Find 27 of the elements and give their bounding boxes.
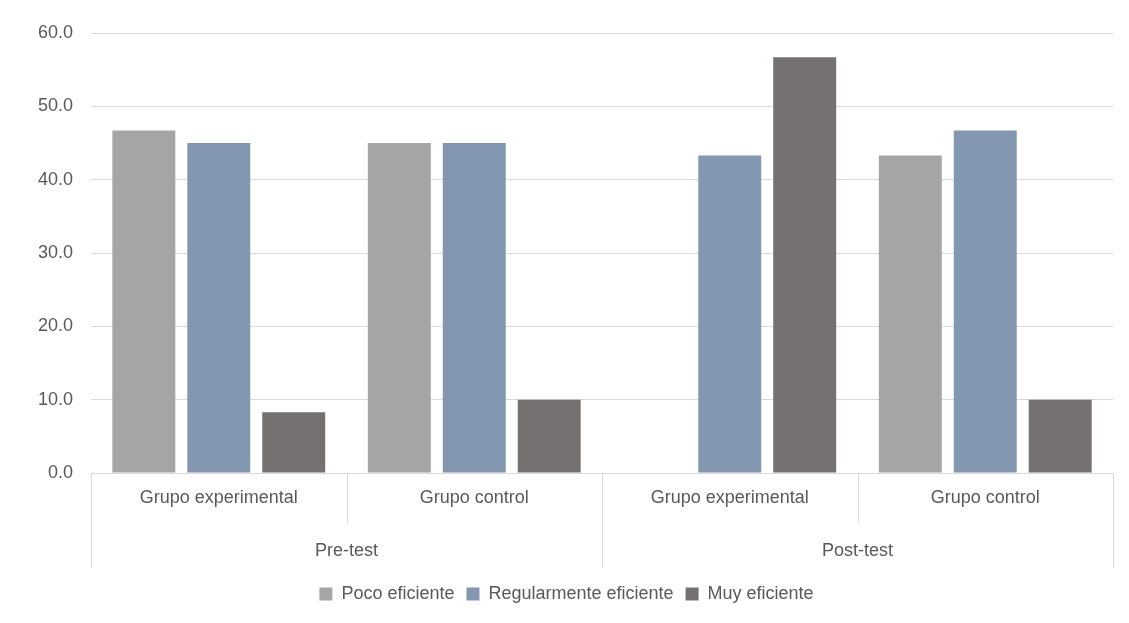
bar — [773, 57, 837, 473]
bar — [112, 130, 176, 473]
legend-label: Muy eficiente — [707, 582, 814, 603]
y-tick-label: 50.0 — [37, 95, 74, 116]
bar — [1028, 399, 1092, 473]
bar — [367, 143, 431, 473]
legend-label: Poco eficiente — [341, 582, 455, 603]
bar — [517, 399, 581, 473]
y-tick-label: 30.0 — [37, 241, 74, 262]
y-tick-label: 0.0 — [48, 461, 74, 482]
y-tick-label: 10.0 — [37, 388, 74, 409]
y-tick-label: 20.0 — [37, 315, 74, 336]
bar — [262, 412, 326, 473]
bar — [698, 155, 762, 473]
y-tick-label: 40.0 — [37, 168, 74, 189]
text: Pre-test — [315, 539, 379, 560]
y-tick-label: 60.0 — [37, 21, 74, 42]
x-tick-label: Grupo control — [930, 486, 1040, 507]
bar — [953, 130, 1017, 473]
text: Post-test — [821, 539, 894, 560]
legend-label: Regularmente eficiente — [488, 582, 674, 603]
x-tick-label: Grupo control — [419, 486, 529, 507]
x-tick-label: Grupo experimental — [139, 486, 298, 507]
x-tick-label: Grupo experimental — [650, 486, 809, 507]
bar — [442, 143, 506, 473]
bar — [878, 155, 942, 473]
bar — [187, 143, 251, 473]
